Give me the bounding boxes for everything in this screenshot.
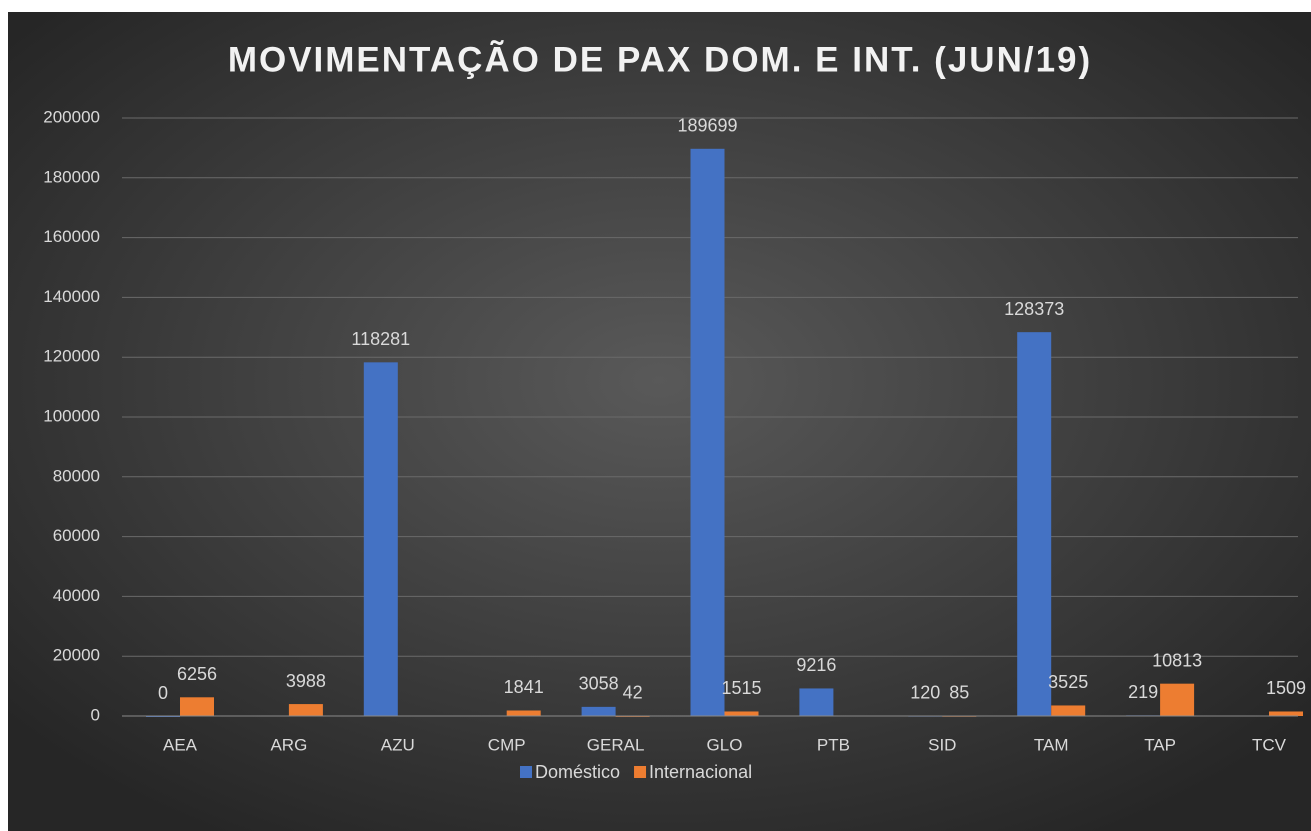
value-label: 0	[158, 683, 168, 703]
value-label: 1841	[504, 677, 544, 697]
value-label: 118281	[351, 329, 410, 349]
background	[8, 12, 1311, 831]
bar	[690, 148, 725, 716]
y-tick-label: 140000	[43, 287, 100, 306]
y-tick-label: 120000	[43, 347, 100, 366]
legend-swatch	[520, 766, 532, 778]
value-label: 42	[623, 683, 643, 703]
y-tick-label: 40000	[53, 586, 100, 605]
legend-label: Internacional	[649, 762, 752, 782]
bar	[288, 704, 323, 716]
value-label: 3988	[286, 671, 326, 691]
bar	[581, 706, 616, 716]
bar	[1160, 683, 1195, 716]
value-label: 120	[910, 682, 940, 702]
x-tick-label: TAP	[1144, 735, 1176, 754]
bar	[1051, 705, 1086, 716]
value-label: 6256	[177, 664, 217, 684]
y-tick-label: 20000	[53, 646, 100, 665]
x-tick-label: TAM	[1034, 735, 1069, 754]
legend-swatch	[634, 766, 647, 778]
x-tick-label: CMP	[488, 735, 526, 754]
value-label: 219	[1128, 682, 1158, 702]
bar	[1017, 332, 1052, 716]
bar	[363, 362, 398, 716]
value-label: 128373	[1004, 299, 1064, 319]
bar	[1269, 711, 1303, 716]
y-tick-label: 100000	[43, 406, 100, 425]
value-label: 3058	[579, 674, 619, 694]
value-label: 189699	[677, 116, 737, 136]
x-tick-label: SID	[928, 735, 956, 754]
bar	[180, 697, 214, 716]
value-label: 3525	[1048, 672, 1088, 692]
y-tick-label: 160000	[43, 227, 100, 246]
x-tick-label: ARG	[270, 735, 307, 754]
y-tick-label: 60000	[53, 526, 100, 545]
value-label: 1509	[1266, 678, 1306, 698]
x-tick-label: TCV	[1252, 735, 1287, 754]
value-label: 1515	[721, 678, 761, 698]
value-label: 85	[949, 682, 969, 702]
y-tick-label: 0	[91, 705, 100, 724]
x-tick-label: GLO	[707, 735, 743, 754]
x-tick-label: AZU	[381, 735, 415, 754]
y-tick-label: 180000	[43, 167, 100, 186]
bar	[724, 711, 759, 716]
y-tick-label: 80000	[53, 466, 100, 485]
x-tick-label: AEA	[163, 735, 198, 754]
x-tick-label: GERAL	[587, 735, 645, 754]
x-tick-label: PTB	[817, 735, 850, 754]
legend-label: Doméstico	[535, 762, 620, 782]
chart-title: MOVIMENTAÇÃO DE PAX DOM. E INT. (JUN/19)	[228, 40, 1092, 79]
value-label: 9216	[796, 655, 836, 675]
value-label: 10813	[1152, 650, 1202, 670]
bar	[799, 688, 834, 716]
y-tick-label: 200000	[43, 107, 100, 126]
bar	[506, 710, 541, 716]
